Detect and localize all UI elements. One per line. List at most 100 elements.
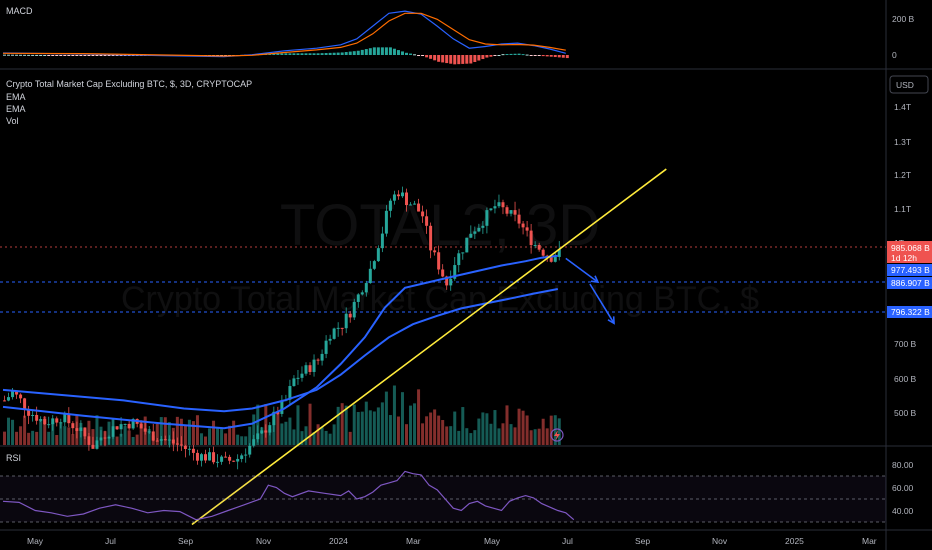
macd-histogram-bar xyxy=(473,55,477,63)
volume-bar xyxy=(252,414,256,445)
candle-body xyxy=(288,386,292,400)
volume-bar xyxy=(260,427,264,445)
macd-histogram-bar xyxy=(79,55,83,56)
lightning-icon[interactable] xyxy=(550,428,564,442)
rsi-label[interactable]: RSI xyxy=(6,453,21,463)
macd-histogram-bar xyxy=(47,55,51,56)
macd-histogram-bar xyxy=(83,55,87,56)
candle-body xyxy=(155,440,159,442)
volume-bar xyxy=(360,411,364,445)
macd-line xyxy=(2,10,566,58)
candle-body xyxy=(409,204,413,206)
candle-body xyxy=(529,230,533,246)
candle-body xyxy=(405,192,408,206)
macd-histogram-bar xyxy=(553,55,557,58)
candle-body xyxy=(493,206,497,209)
volume-bar xyxy=(445,426,449,445)
candle-body xyxy=(521,223,525,228)
volume-bar xyxy=(517,408,521,445)
volume-bar xyxy=(477,418,481,445)
ema-slow-line[interactable] xyxy=(2,288,558,413)
volume-bar xyxy=(232,420,236,445)
macd-histogram-bar xyxy=(521,54,525,56)
candle-body xyxy=(304,365,308,374)
candle-body xyxy=(111,426,115,437)
candle-body xyxy=(248,445,252,455)
volume-bar xyxy=(224,433,228,445)
candle-body xyxy=(328,338,332,341)
volume-bar xyxy=(3,431,6,445)
volume-bar xyxy=(159,417,163,445)
macd-histogram-bar xyxy=(445,55,449,64)
legend-vol[interactable]: Vol xyxy=(6,116,19,126)
macd-histogram-bar xyxy=(400,51,404,55)
projection-arrows[interactable] xyxy=(565,257,615,325)
macd-histogram-bar xyxy=(364,49,368,55)
macd-histogram-bar xyxy=(533,55,537,56)
macd-histogram-bar xyxy=(27,54,31,56)
macd-histogram-bar xyxy=(304,53,308,55)
time-axis-tick: May xyxy=(27,536,44,546)
macd-histogram-bar xyxy=(425,55,429,58)
currency-button-label[interactable]: USD xyxy=(896,80,914,90)
volume-bar xyxy=(228,425,232,445)
macd-histogram xyxy=(3,47,569,65)
candlesticks xyxy=(3,186,561,470)
candle-body xyxy=(159,439,163,441)
volume-bar xyxy=(244,436,248,445)
price-axis-tick: 1.3T xyxy=(894,137,911,147)
volume-bar xyxy=(529,430,533,445)
candle-body xyxy=(400,192,404,197)
candle-body xyxy=(131,418,135,429)
volume-bar xyxy=(163,417,167,445)
candle-body xyxy=(119,424,123,430)
macd-histogram-bar xyxy=(292,53,296,55)
candle-body xyxy=(183,445,187,450)
volume-bar xyxy=(39,419,43,445)
time-axis[interactable]: May Jul Sep Nov 2024 Mar May Jul Sep Nov… xyxy=(27,536,877,546)
macd-histogram-bar xyxy=(67,55,71,56)
volume-bar xyxy=(557,418,561,445)
macd-histogram-bar xyxy=(119,55,123,56)
candle-body xyxy=(7,397,11,401)
price-axis-tick: 1.4T xyxy=(894,102,911,112)
candle-body xyxy=(236,458,240,462)
volume-bar xyxy=(457,430,461,445)
candle-body xyxy=(525,227,529,231)
rsi-line xyxy=(2,470,575,521)
candle-body xyxy=(115,426,119,430)
volume-bar xyxy=(300,431,304,445)
candle-body xyxy=(59,422,63,424)
symbol-title[interactable]: Crypto Total Market Cap Excluding BTC, $… xyxy=(6,79,252,89)
candle-body xyxy=(280,400,284,414)
macd-histogram-bar xyxy=(489,55,493,57)
volume-bar xyxy=(107,421,111,445)
ema-slow-badge: 886.907 B xyxy=(887,277,932,289)
volume-bar xyxy=(521,410,525,445)
volume-bar xyxy=(493,410,497,445)
candle-body xyxy=(332,328,336,339)
candle-body xyxy=(344,313,348,329)
ema-fast-line[interactable] xyxy=(2,254,558,430)
candle-body xyxy=(469,233,473,238)
trendline-drawing[interactable] xyxy=(191,168,667,526)
candle-body xyxy=(47,424,51,426)
macd-histogram-bar xyxy=(481,55,485,60)
volume-bar xyxy=(509,424,513,445)
macd-histogram-bar xyxy=(107,55,111,56)
macd-histogram-bar xyxy=(505,54,509,56)
macd-label[interactable]: MACD xyxy=(6,6,33,16)
legend-ema-1[interactable]: EMA xyxy=(6,92,26,102)
volume-bar xyxy=(11,419,15,445)
macd-histogram-bar xyxy=(509,53,513,55)
candle-body xyxy=(63,414,67,423)
candle-body xyxy=(95,440,99,449)
volume-bar xyxy=(308,403,312,445)
legend-ema-2[interactable]: EMA xyxy=(6,104,26,114)
macd-histogram-bar xyxy=(111,55,115,56)
macd-histogram-bar xyxy=(485,55,489,58)
volume-bar xyxy=(296,405,300,445)
currency-button[interactable]: USD xyxy=(889,75,929,94)
volume-bar xyxy=(525,415,529,445)
